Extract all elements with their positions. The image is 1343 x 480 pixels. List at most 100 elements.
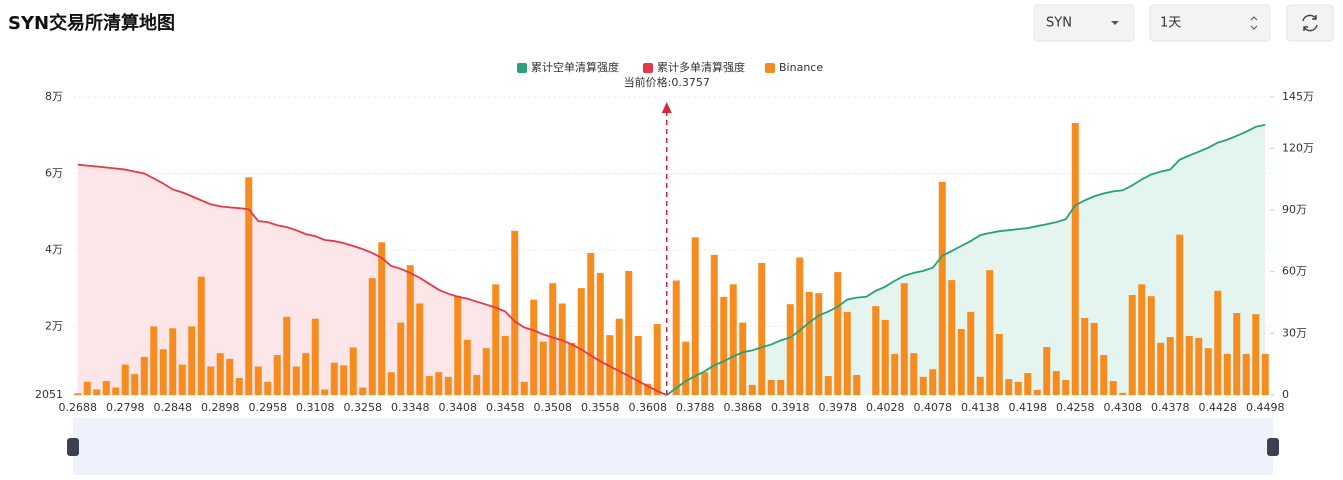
bar <box>1195 337 1203 395</box>
bar <box>1214 290 1222 395</box>
x-tick-label: 0.2798 <box>106 401 145 414</box>
bar <box>872 306 880 395</box>
bar <box>701 372 709 395</box>
bar <box>786 304 794 395</box>
bar <box>74 393 82 395</box>
zoom-handle[interactable] <box>67 438 79 456</box>
bar <box>387 372 395 395</box>
bar <box>359 387 367 395</box>
bar <box>929 369 937 395</box>
bar <box>492 284 500 395</box>
x-tick-label: 0.3918 <box>771 401 810 414</box>
bar <box>102 381 110 395</box>
bar <box>938 181 946 395</box>
bar <box>568 342 576 395</box>
x-tick-label: 0.3978 <box>819 401 858 414</box>
legend-swatch <box>643 63 653 73</box>
bar <box>368 278 376 395</box>
bar <box>948 280 956 395</box>
select-value[interactable]: SYN <box>1046 16 1072 31</box>
x-tick-label: 0.3508 <box>534 401 573 414</box>
y2-tick-label: 90万 <box>1282 203 1307 216</box>
bar <box>881 319 889 395</box>
plot: 2051 2万 4万 6万 8万 0 30万 60万 90万 120万 145万 0.2688 0.27… <box>35 60 1314 414</box>
select-box[interactable] <box>1033 4 1135 42</box>
bar <box>169 328 177 395</box>
legend-label: 累计多单清算强度 <box>657 60 745 74</box>
bar <box>1024 373 1032 395</box>
annotation: 当前价格:0.3757 <box>624 75 710 89</box>
bar <box>501 335 509 395</box>
bar <box>1147 296 1155 395</box>
y2-tick-label: 60万 <box>1282 265 1307 278</box>
bar <box>682 341 690 395</box>
bar <box>463 339 471 395</box>
bar <box>378 242 386 395</box>
x-tick-label: 0.4198 <box>1009 401 1048 414</box>
x-tick-label: 0.3788 <box>676 401 715 414</box>
button-box[interactable] <box>1286 4 1334 42</box>
bar <box>1014 381 1022 395</box>
line <box>77 163 668 396</box>
bar <box>283 316 291 395</box>
bar <box>720 296 728 395</box>
bar <box>1185 335 1193 395</box>
zoom-slider[interactable] <box>73 418 1273 475</box>
y2-tick-label: 30万 <box>1282 326 1307 339</box>
zoom-handle[interactable] <box>1267 438 1279 456</box>
bar <box>634 335 642 395</box>
x-tick-label: 0.2848 <box>154 401 193 414</box>
select-value[interactable]: 1天 <box>1160 16 1181 31</box>
bar <box>435 372 443 395</box>
bar <box>976 376 984 395</box>
legend-label: Binance <box>779 61 823 74</box>
x-tick-label: 0.3108 <box>296 401 335 414</box>
chart-title: SYN交易所清算地图 <box>8 12 175 34</box>
bar <box>796 257 804 395</box>
bar <box>273 355 281 395</box>
bar <box>758 262 766 395</box>
bar <box>150 326 158 395</box>
bar <box>1119 392 1127 395</box>
bar <box>1138 284 1146 395</box>
bar <box>644 383 652 395</box>
legend-label: 累计空单清算强度 <box>531 60 619 74</box>
bar <box>292 366 300 395</box>
bar <box>1033 389 1041 395</box>
legend-swatch <box>517 63 527 73</box>
x-tick-label: 0.3348 <box>391 401 430 414</box>
bar <box>625 270 633 395</box>
bar <box>1128 295 1136 395</box>
y2-tick-label: 0 <box>1282 388 1289 401</box>
bar <box>321 389 329 395</box>
bar <box>482 348 490 395</box>
bar <box>1005 379 1013 395</box>
x-tick-label: 0.4308 <box>1104 401 1143 414</box>
bar <box>558 303 566 395</box>
bar <box>197 276 205 395</box>
bar <box>1242 353 1250 395</box>
bar <box>710 254 718 395</box>
bar <box>406 265 414 395</box>
select-box[interactable] <box>1149 4 1271 42</box>
bar <box>330 362 338 395</box>
bar <box>1261 353 1269 395</box>
bar <box>511 230 519 395</box>
x-tick-label: 0.2958 <box>249 401 288 414</box>
bar <box>910 353 918 395</box>
bar <box>235 377 243 395</box>
y-tick-label: 2051 <box>35 388 63 401</box>
bar <box>131 374 139 395</box>
symbol-select[interactable]: SYN <box>1033 4 1135 42</box>
chevron <box>1111 21 1119 25</box>
period-select[interactable]: 1天 <box>1149 4 1271 42</box>
x-tick-label: 0.4258 <box>1056 401 1095 414</box>
bar <box>853 374 861 395</box>
x-tick-label: 0.4498 <box>1246 401 1285 414</box>
refresh-button[interactable] <box>1286 4 1334 42</box>
bar <box>1204 348 1212 395</box>
bar <box>1166 337 1174 395</box>
bar <box>539 341 547 395</box>
